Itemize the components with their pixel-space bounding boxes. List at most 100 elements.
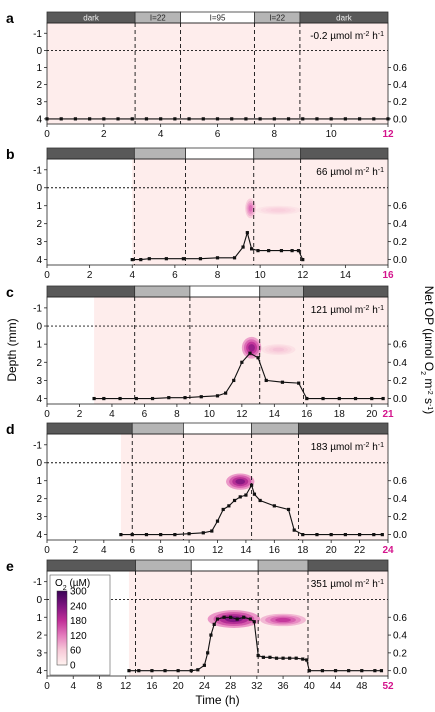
time-tick-label: 8 bbox=[272, 129, 278, 140]
net-op-point bbox=[144, 533, 149, 537]
panel-letter: b bbox=[6, 146, 15, 162]
net-op-point bbox=[264, 378, 268, 383]
rate-label-part: h bbox=[369, 579, 377, 590]
net-op-point bbox=[202, 663, 206, 667]
time-tick-label: 12 bbox=[120, 681, 132, 692]
depth-tick-label: 1 bbox=[36, 201, 42, 212]
net-op-tick-label: 0.0 bbox=[393, 666, 407, 677]
net-op-point bbox=[250, 247, 254, 251]
depth-tick-label: 0 bbox=[36, 183, 42, 194]
net-op-tick-label: 0.6 bbox=[393, 201, 407, 212]
plot-frame bbox=[46, 296, 389, 405]
net-op-tick-label: 0.4 bbox=[393, 631, 407, 642]
depth-tick-label: 3 bbox=[36, 237, 42, 248]
depth-tick-label: 1 bbox=[36, 63, 42, 74]
time-tick-label: 20 bbox=[173, 681, 185, 692]
rate-label-part: -1 bbox=[378, 442, 384, 449]
colorbar-tick-label: 60 bbox=[70, 646, 82, 657]
net-op-point bbox=[307, 669, 311, 673]
oxygen-hotspot bbox=[272, 347, 285, 352]
net-op-point bbox=[279, 249, 284, 253]
light-bar-segment-high bbox=[189, 285, 261, 298]
net-op-point bbox=[215, 117, 220, 121]
net-op-point bbox=[373, 669, 377, 673]
net-op-tick-label: 0.0 bbox=[393, 114, 407, 125]
depth-tick-label: 0 bbox=[36, 322, 42, 333]
net-op-line bbox=[129, 616, 382, 672]
light-bar-segment-dark bbox=[46, 285, 136, 298]
light-bar-segment-high bbox=[185, 147, 255, 160]
time-tick-label: 24 bbox=[382, 545, 394, 556]
time-tick-label: 0 bbox=[44, 681, 50, 692]
rate-label-part: h bbox=[369, 305, 377, 316]
panel-letter: e bbox=[6, 558, 14, 574]
net-op-point bbox=[201, 117, 205, 121]
net-op-point bbox=[386, 117, 390, 121]
net-op-point bbox=[119, 533, 123, 537]
net-op-point bbox=[288, 656, 292, 660]
net-op-point bbox=[357, 533, 362, 537]
time-tick-label: 12 bbox=[297, 270, 309, 281]
light-bar-label: I=95 bbox=[210, 14, 226, 23]
oxygen-hotspot bbox=[270, 208, 286, 212]
net-op-point bbox=[292, 528, 296, 532]
net-op-tick-label: 0.2 bbox=[393, 512, 407, 523]
net-op-point bbox=[296, 249, 301, 253]
net-op-point bbox=[272, 504, 276, 508]
time-tick-label: 0 bbox=[44, 129, 50, 140]
time-tick-label: 6 bbox=[172, 270, 178, 281]
net-op-point bbox=[258, 498, 262, 503]
net-op-point bbox=[150, 396, 155, 401]
rate-label: 351 µmol m-2 h-1 bbox=[311, 579, 384, 591]
time-tick-label: 10 bbox=[184, 545, 196, 556]
light-bar-segment-dark bbox=[46, 422, 133, 435]
time-tick-label: 8 bbox=[158, 545, 164, 556]
net-op-point bbox=[241, 245, 245, 249]
heatmap-background bbox=[47, 23, 388, 124]
net-op-point bbox=[118, 396, 122, 401]
rate-label-part: -2 bbox=[363, 305, 369, 312]
panel-letter: a bbox=[6, 10, 14, 26]
net-op-point bbox=[370, 396, 374, 401]
panel-a: dark I=22 I=95 I=22 dark-1012340.60.40.20.00… bbox=[6, 10, 407, 140]
net-op-point bbox=[301, 657, 305, 661]
rate-label-part: h bbox=[369, 167, 377, 178]
net-op-point bbox=[173, 117, 177, 121]
light-bar-segment-dark bbox=[303, 285, 389, 298]
net-op-point bbox=[173, 533, 177, 537]
net-op-point bbox=[206, 651, 210, 655]
time-tick-label: 6 bbox=[129, 545, 135, 556]
time-tick-label: 8 bbox=[215, 270, 221, 281]
time-tick-label: 12 bbox=[212, 545, 224, 556]
net-op-point bbox=[258, 117, 262, 121]
rate-label-part: -0.2 µmol m bbox=[310, 31, 363, 42]
net-op-point bbox=[268, 655, 272, 659]
net-op-point bbox=[305, 658, 309, 662]
time-tick-label: 10 bbox=[204, 409, 216, 420]
net-op-point bbox=[261, 655, 266, 659]
depth-tick-label: 3 bbox=[36, 97, 42, 108]
light-bar-label: I=22 bbox=[269, 14, 285, 23]
net-op-point bbox=[130, 117, 134, 121]
light-bar-segment-dark bbox=[46, 559, 136, 572]
time-tick-label: 4 bbox=[101, 545, 107, 556]
time-tick-label: 6 bbox=[215, 129, 221, 140]
depth-tick-label: 2 bbox=[36, 358, 42, 369]
net-op-point bbox=[280, 380, 285, 384]
net-op-point bbox=[379, 669, 384, 673]
depth-tick-label: 0 bbox=[36, 46, 42, 57]
colorbar-tick-label: 0 bbox=[70, 661, 76, 672]
net-op-point bbox=[215, 394, 220, 398]
time-tick-label: 10 bbox=[326, 129, 338, 140]
net-op-point bbox=[232, 378, 236, 383]
net-op-point bbox=[357, 117, 362, 121]
net-op-point bbox=[252, 492, 257, 496]
depth-tick-label: 3 bbox=[36, 512, 42, 523]
colorbar-gradient bbox=[56, 590, 68, 666]
net-op-tick-label: 0.6 bbox=[393, 476, 407, 487]
net-op-tick-label: 0.4 bbox=[393, 494, 407, 505]
time-tick-label: 48 bbox=[356, 681, 368, 692]
light-bar-segment-low bbox=[259, 285, 304, 298]
